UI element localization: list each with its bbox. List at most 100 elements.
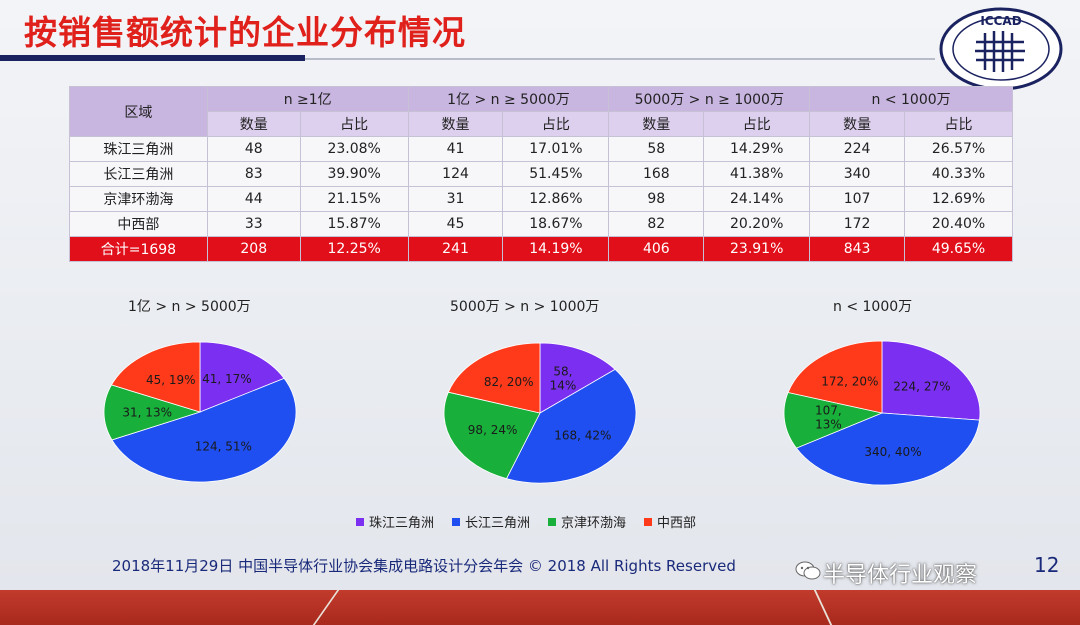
- group-header: n < 1000万: [809, 86, 1013, 112]
- pie-data-label: 124, 51%: [195, 440, 252, 454]
- table-cell: 107: [809, 186, 906, 212]
- count-header: 数量: [206, 111, 301, 137]
- title-underline: [0, 55, 305, 61]
- table-cell: 26.57%: [904, 136, 1013, 162]
- total-cell: 12.25%: [299, 236, 409, 262]
- pie-data-label: 82, 20%: [484, 375, 534, 389]
- pie-slice: [447, 342, 541, 414]
- table-cell: 58: [608, 136, 705, 162]
- legend-label: 中西部: [657, 516, 697, 531]
- count-header: 数量: [608, 111, 705, 137]
- region-cell: 京津环渤海: [69, 186, 208, 212]
- group-header: n ≥1亿: [206, 86, 409, 112]
- table-cell: 12.69%: [904, 186, 1013, 212]
- total-cell: 23.91%: [703, 236, 811, 262]
- table-cell: 44: [206, 186, 301, 212]
- table-cell: 340: [809, 161, 906, 187]
- total-cell: 406: [608, 236, 705, 262]
- table-cell: 24.14%: [703, 186, 811, 212]
- pie-slice: [443, 391, 541, 480]
- table-row: 京津环渤海 44 21.15% 31 12.86% 98 24.14% 107 …: [69, 186, 1013, 212]
- pie-title: n < 1000万: [833, 299, 913, 315]
- region-cell: 珠江三角洲: [69, 136, 208, 162]
- pie-title: 1亿 > n > 5000万: [128, 299, 251, 315]
- iccad-logo: ICCAD: [939, 7, 1063, 91]
- total-cell: 843: [809, 236, 906, 262]
- share-header: 占比: [299, 111, 409, 137]
- pie-slice: [199, 341, 285, 413]
- table-cell: 168: [608, 161, 705, 187]
- table-sub-header-row: 数量 占比 数量 占比 数量 占比 数量 占比: [70, 111, 1013, 137]
- pie-slice: [505, 368, 637, 484]
- pie-data-label: 172, 20%: [821, 374, 878, 388]
- region-cell: 长江三角洲: [69, 161, 208, 187]
- legend-swatch: [356, 517, 364, 526]
- total-cell: 241: [407, 236, 504, 262]
- group-header: 1亿 > n ≥ 5000万: [407, 86, 610, 112]
- watermark: 半导体行业观察: [823, 563, 978, 588]
- table-cell: 83: [206, 161, 301, 187]
- slide-title: 按销售额统计的企业分布情况: [24, 13, 466, 52]
- table-cell: 12.86%: [502, 186, 610, 212]
- legend-swatch: [644, 517, 653, 526]
- share-header: 占比: [502, 111, 610, 137]
- share-header: 占比: [703, 111, 811, 137]
- count-header: 数量: [809, 111, 906, 137]
- table-cell: 41.38%: [703, 161, 811, 187]
- pie-slice: [539, 342, 616, 414]
- table-cell: 21.15%: [299, 186, 409, 212]
- pie-slice: [783, 392, 884, 449]
- pie-slice: [103, 384, 202, 441]
- region-header: 区域: [69, 86, 208, 137]
- table-cell: 51.45%: [502, 161, 610, 187]
- logo-text: ICCAD: [980, 14, 1021, 28]
- total-cell: 208: [206, 236, 301, 262]
- table-row: 中西部 33 15.87% 45 18.67% 82 20.20% 172 20…: [69, 211, 1013, 237]
- distribution-table: 区域 n ≥1亿 1亿 > n ≥ 5000万 5000万 > n ≥ 1000…: [69, 86, 1013, 262]
- legend-item: 京津环渤海: [548, 512, 626, 531]
- count-header: 数量: [407, 111, 504, 137]
- legend-label: 长江三角洲: [465, 516, 531, 531]
- table-cell: 14.29%: [703, 136, 811, 162]
- slide: 按销售额统计的企业分布情况 ICCAD 区域 n ≥1亿 1亿 > n ≥ 50…: [0, 0, 1080, 590]
- title-divider: [305, 58, 935, 60]
- table-cell: 23.08%: [299, 136, 409, 162]
- table-cell: 224: [809, 136, 906, 162]
- table-cell: 15.87%: [299, 211, 409, 237]
- table-cell: 41: [407, 136, 504, 162]
- pie-title: 5000万 > n > 1000万: [450, 299, 600, 315]
- legend-swatch: [452, 517, 461, 526]
- table-cell: 17.01%: [502, 136, 610, 162]
- total-cell: 49.65%: [904, 236, 1013, 262]
- pie-data-label: 107, 13%: [815, 403, 842, 431]
- pie-slice: [787, 340, 883, 414]
- table-cell: 124: [407, 161, 504, 187]
- pie-data-label: 168, 42%: [554, 429, 611, 443]
- table-cell: 20.40%: [904, 211, 1013, 237]
- table-group-header-row: 区域 n ≥1亿 1亿 > n ≥ 5000万 5000万 > n ≥ 1000…: [69, 86, 1013, 137]
- legend-label: 京津环渤海: [561, 516, 627, 531]
- total-cell: 14.19%: [502, 236, 610, 262]
- legend-swatch: [548, 517, 557, 526]
- table-cell: 33: [206, 211, 301, 237]
- table-cell: 98: [608, 186, 705, 212]
- slide-footer: 2018年11月29日 中国半导体行业协会集成电路设计分会年会 © 2018 A…: [112, 557, 736, 575]
- pie-data-label: 98, 24%: [468, 423, 518, 437]
- table-cell: 45: [407, 211, 504, 237]
- legend-item: 中西部: [644, 512, 696, 531]
- legend-label: 珠江三角洲: [369, 516, 435, 531]
- stage-floor: [0, 590, 1080, 625]
- pie-slice: [110, 341, 201, 413]
- pie-slice: [881, 340, 981, 421]
- table-row: 长江三角洲 83 39.90% 124 51.45% 168 41.38% 34…: [69, 161, 1013, 187]
- pie-data-label: 41, 17%: [202, 372, 252, 386]
- legend-item: 长江三角洲: [452, 512, 530, 531]
- table-cell: 48: [206, 136, 301, 162]
- pie-data-label: 58, 14%: [550, 364, 577, 392]
- table-cell: 82: [608, 211, 705, 237]
- pie-slice: [111, 377, 297, 483]
- region-cell: 中西部: [69, 211, 208, 237]
- total-label-cell: 合计=1698: [69, 236, 208, 262]
- table-cell: 31: [407, 186, 504, 212]
- pie-data-label: 31, 13%: [122, 405, 172, 419]
